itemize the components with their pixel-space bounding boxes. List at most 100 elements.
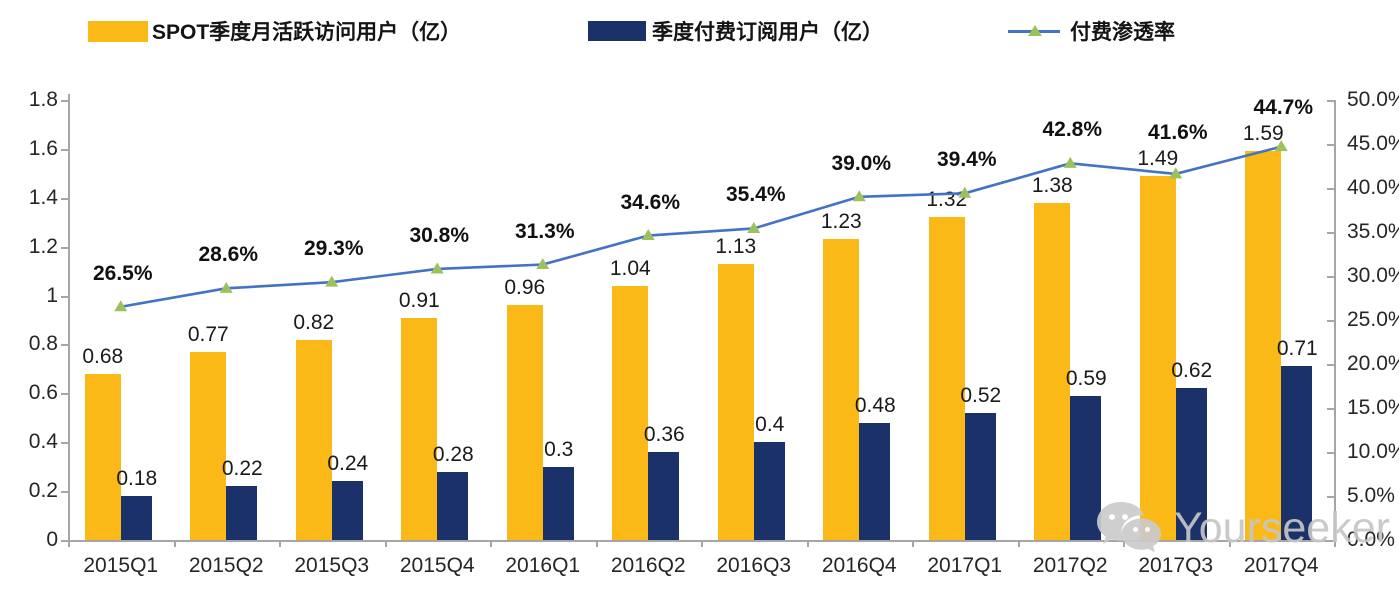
y-axis-left-tick — [61, 295, 68, 298]
label-subs-2015Q1: 0.18 — [116, 467, 158, 490]
y-axis-right-label: 20.0% — [1347, 352, 1399, 375]
bar-subs-2017Q2 — [1070, 395, 1102, 540]
triangle-marker-icon — [219, 281, 233, 293]
x-axis-tick — [806, 540, 809, 547]
y-axis-left-tick — [61, 442, 68, 445]
y-axis-right-tick — [1327, 188, 1334, 190]
y-axis-left-label: 0.8 — [28, 332, 58, 356]
label-mau-2017Q1: 1.32 — [926, 188, 968, 212]
bar-subs-2015Q2 — [226, 486, 258, 540]
y-axis-right-tick — [1327, 276, 1334, 278]
bar-subs-2015Q3 — [331, 481, 363, 540]
y-axis-left-label: 0.4 — [28, 430, 58, 454]
y-axis-right-tick — [1327, 100, 1334, 102]
y-axis-right-tick — [1327, 144, 1334, 146]
x-axis-tick — [1017, 540, 1020, 547]
legend-item-penetration: 付费渗透率 — [1008, 16, 1175, 46]
x-label-2016Q2: 2016Q2 — [610, 554, 686, 577]
y-axis-left — [68, 94, 70, 540]
y-axis-left-tick — [61, 197, 68, 200]
y-axis-right-label: 45.0% — [1347, 132, 1399, 155]
label-mau-2016Q4: 1.23 — [820, 210, 862, 234]
triangle-marker-icon — [1028, 24, 1042, 36]
x-axis-tick — [1334, 540, 1336, 547]
bar-subs-2016Q2 — [648, 452, 680, 540]
label-penetration-2016Q1: 31.3% — [514, 219, 575, 243]
y-axis-left-label: 0.2 — [28, 479, 58, 503]
y-axis-right-label: 40.0% — [1347, 176, 1399, 199]
bar-mau-2015Q1 — [84, 373, 121, 540]
triangle-marker-icon — [641, 229, 655, 241]
y-axis-left-label: 0.6 — [28, 381, 58, 405]
y-axis-left-tick — [61, 393, 68, 396]
bar-mau-2016Q2 — [612, 285, 649, 540]
y-axis-right-label: 25.0% — [1347, 308, 1399, 331]
label-mau-2015Q2: 0.77 — [187, 322, 229, 346]
bar-mau-2016Q4 — [823, 239, 860, 540]
x-label-2016Q4: 2016Q4 — [821, 554, 897, 577]
x-axis-tick — [912, 540, 914, 547]
bar-mau-2016Q3 — [717, 263, 754, 540]
bar-subs-2016Q3 — [753, 442, 785, 540]
label-subs-2017Q2: 0.59 — [1065, 366, 1107, 390]
legend-label-penetration: 付费渗透率 — [1070, 21, 1175, 44]
bar-mau-2015Q2 — [190, 351, 227, 540]
y-axis-left-label: 1.4 — [28, 185, 58, 209]
y-axis-right-label: 30.0% — [1347, 264, 1399, 287]
triangle-marker-icon — [1063, 156, 1077, 168]
x-axis-tick — [384, 540, 387, 547]
y-axis-left-label: 1 — [46, 283, 58, 307]
label-subs-2015Q2: 0.22 — [221, 457, 263, 481]
watermark: Yourseeker — [1094, 500, 1390, 558]
bar-subs-2016Q4 — [859, 422, 891, 540]
y-axis-right-label: 50.0% — [1347, 88, 1399, 111]
triangle-marker-icon — [747, 221, 761, 233]
label-subs-2017Q4: 0.71 — [1276, 337, 1318, 361]
legend-label-mau: SPOT季度月活跃访问用户（亿） — [152, 21, 462, 44]
x-label-2016Q1: 2016Q1 — [505, 554, 581, 577]
label-penetration-2016Q4: 39.0% — [831, 151, 892, 175]
label-penetration-2015Q3: 29.3% — [303, 237, 364, 261]
bar-mau-2017Q3 — [1139, 175, 1176, 540]
x-axis-tick — [173, 540, 176, 547]
subscribers-bar-swatch — [588, 21, 646, 41]
label-subs-2017Q3: 0.62 — [1171, 359, 1213, 383]
y-axis-left-tick — [61, 246, 68, 249]
x-axis-tick — [1228, 540, 1231, 547]
bar-mau-2016Q1 — [506, 305, 543, 540]
x-axis-tick — [595, 540, 598, 547]
y-axis-right-tick — [1327, 496, 1334, 498]
label-penetration-2016Q2: 34.6% — [620, 190, 681, 214]
bar-mau-2015Q4 — [401, 317, 438, 540]
triangle-marker-icon — [114, 300, 128, 312]
y-axis-right-tick — [1327, 408, 1334, 410]
x-label-2016Q3: 2016Q3 — [716, 554, 792, 577]
label-mau-2017Q3: 1.49 — [1137, 146, 1179, 170]
y-axis-right-tick — [1327, 452, 1334, 454]
y-axis-left-tick — [61, 344, 68, 347]
y-axis-right — [1334, 100, 1336, 540]
y-axis-right-tick — [1327, 232, 1334, 234]
label-mau-2017Q4: 1.59 — [1242, 122, 1284, 146]
x-label-2015Q4: 2015Q4 — [399, 554, 475, 577]
mau-bar-swatch — [88, 20, 148, 42]
label-mau-2016Q3: 1.13 — [715, 234, 757, 258]
y-axis-right-tick — [1327, 320, 1334, 322]
wechat-icon — [1097, 502, 1161, 553]
label-mau-2016Q2: 1.04 — [609, 256, 651, 280]
watermark-text: Yourseeker — [1174, 504, 1390, 552]
legend-label-subscribers: 季度付费订阅用户（亿） — [652, 21, 883, 44]
triangle-marker-icon — [536, 258, 550, 270]
y-axis-left-label: 1.2 — [28, 234, 58, 258]
triangle-marker-icon — [325, 275, 339, 287]
y-axis-left-tick — [61, 491, 68, 494]
x-label-2017Q4: 2017Q4 — [1243, 554, 1319, 577]
bar-subs-2015Q4 — [437, 471, 469, 540]
x-label-2017Q2: 2017Q2 — [1032, 554, 1108, 577]
y-axis-left-label: 1.8 — [28, 88, 58, 111]
label-penetration-2017Q2: 42.8% — [1042, 118, 1103, 142]
bar-subs-2016Q1 — [542, 466, 574, 540]
label-penetration-2016Q3: 35.4% — [725, 183, 786, 207]
x-label-2015Q1: 2015Q1 — [83, 554, 159, 577]
